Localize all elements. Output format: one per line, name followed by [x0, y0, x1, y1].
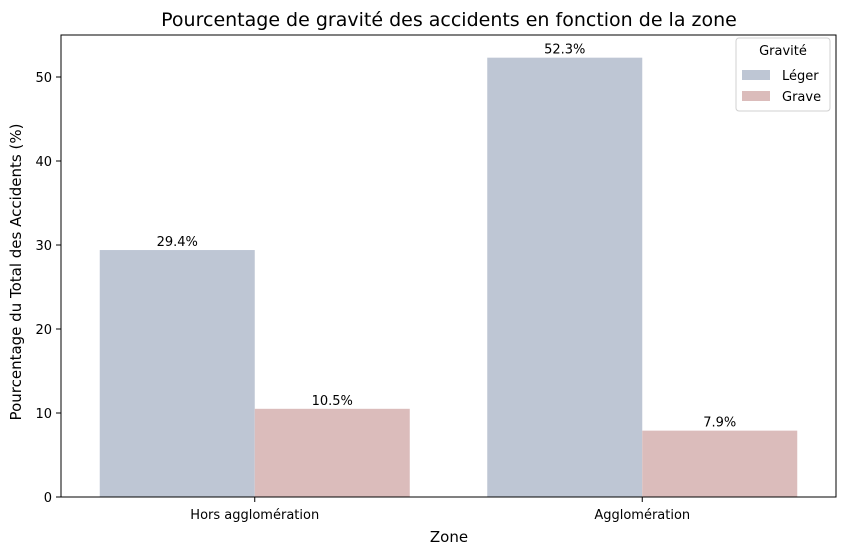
- y-tick-label-40: 40: [35, 155, 52, 170]
- y-tick-label-0: 0: [44, 491, 52, 506]
- data-label-grave-agglomeration: 7.9%: [703, 416, 736, 431]
- y-tick-label-10: 10: [35, 407, 52, 422]
- chart-title: Pourcentage de gravité des accidents en …: [161, 9, 737, 31]
- x-tick-label-agglomeration: Agglomération: [594, 508, 690, 523]
- data-label-grave-hors-agglomeration: 10.5%: [312, 394, 353, 409]
- data-label-leger-agglomeration: 52.3%: [544, 43, 585, 58]
- x-axis-label: Zone: [430, 528, 468, 546]
- y-axis-label: Pourcentage du Total des Accidents (%): [7, 124, 25, 421]
- bar-leger-agglomeration: [487, 57, 643, 498]
- axes-frame: [60, 34, 837, 498]
- y-tick-label-30: 30: [35, 239, 52, 254]
- bar-grave-hors-agglomeration: [254, 408, 410, 497]
- legend: Gravité Léger Grave: [735, 37, 831, 112]
- bar-grave-agglomeration: [642, 430, 798, 497]
- legend-label-leger: Léger: [782, 69, 819, 84]
- data-label-leger-hors-agglomeration: 29.4%: [157, 235, 198, 250]
- legend-swatch-leger: [742, 70, 770, 80]
- y-tick-label-50: 50: [35, 71, 52, 86]
- x-tick-label-hors-agglomeration: Hors agglomération: [190, 508, 319, 523]
- legend-swatch-grave: [742, 91, 770, 101]
- bar-leger-hors-agglomeration: [99, 250, 255, 497]
- y-tick-label-20: 20: [35, 323, 52, 338]
- legend-title: Gravité: [759, 44, 807, 59]
- plot-area: 29.4% 52.3% 10.5% 7.9% Hors agglomération Agg…: [35, 34, 837, 523]
- legend-label-grave: Grave: [782, 90, 821, 105]
